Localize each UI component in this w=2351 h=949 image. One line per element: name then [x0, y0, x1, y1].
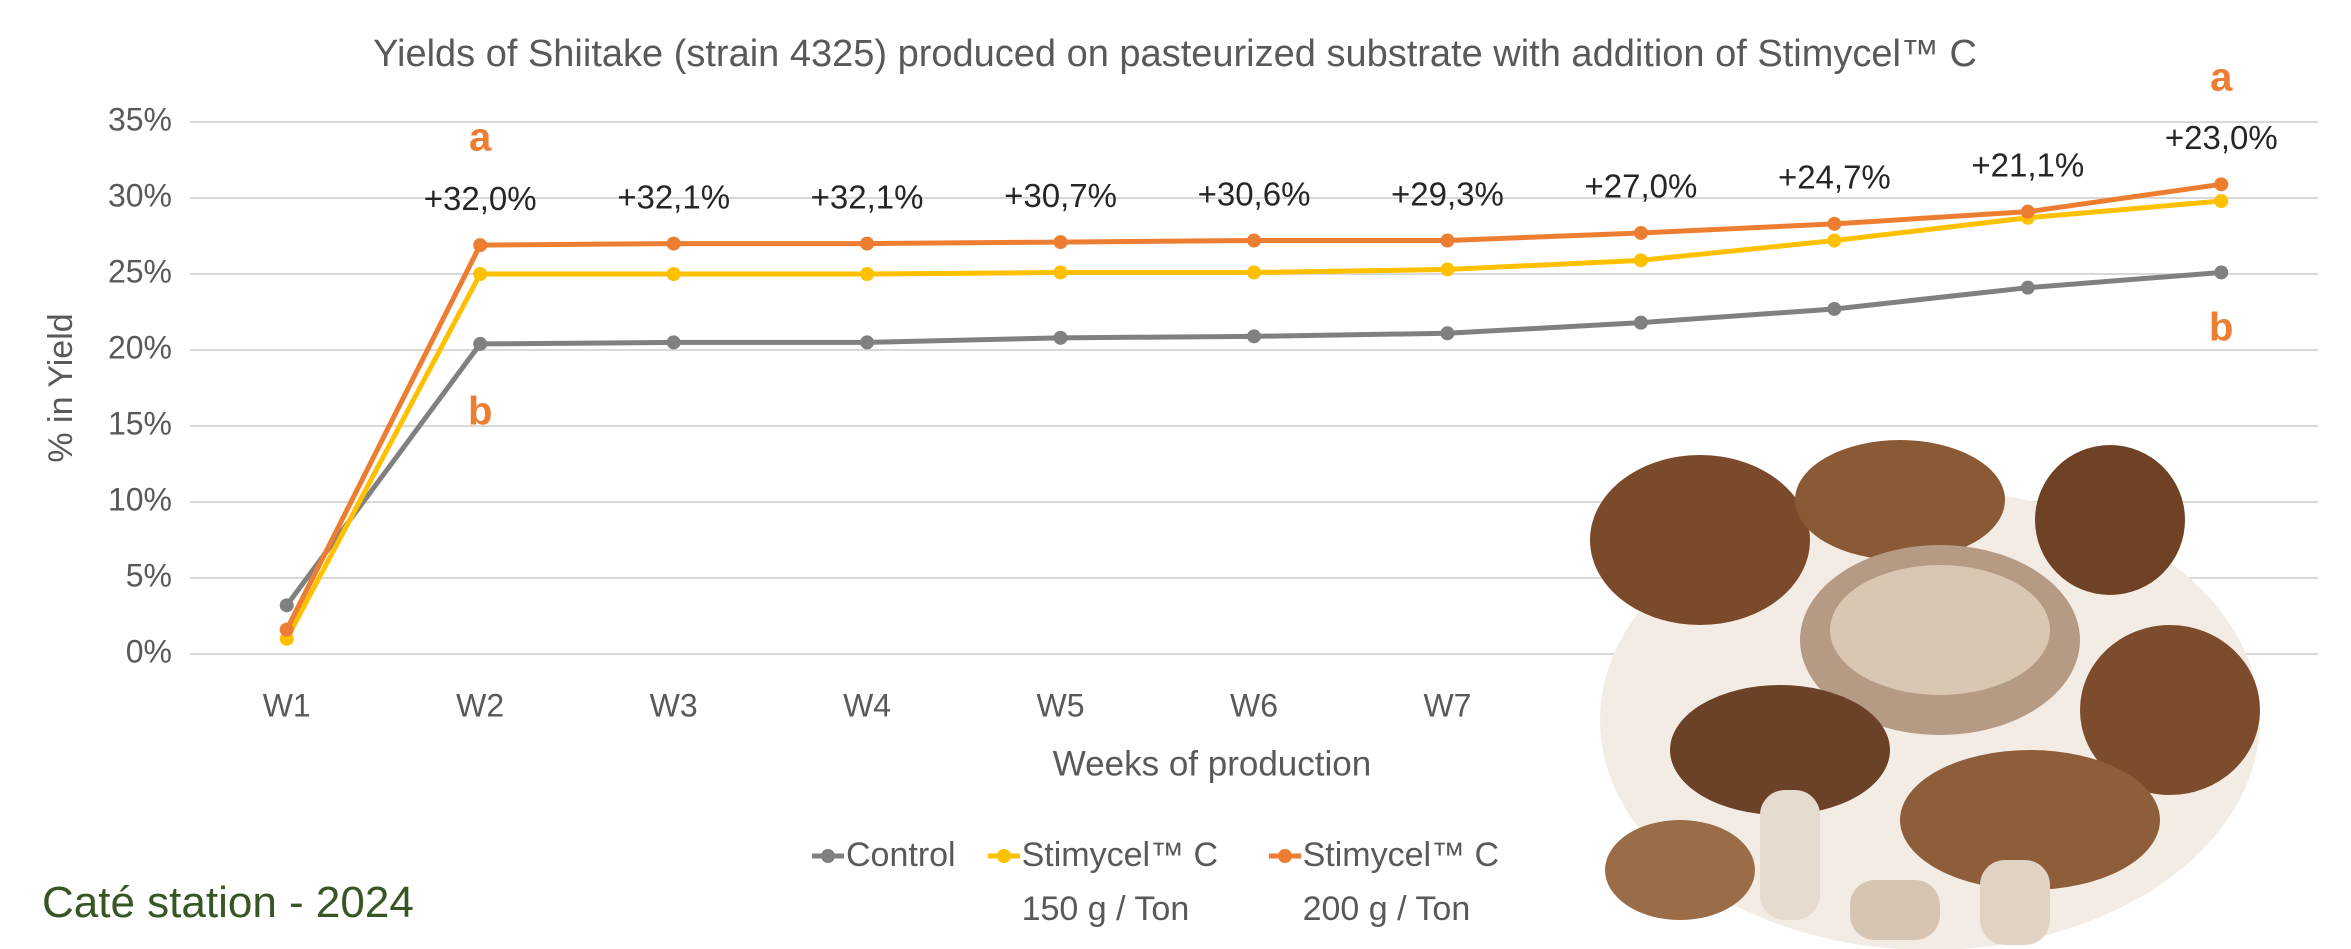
- x-tick-label: W2: [456, 687, 504, 723]
- point: [1247, 233, 1261, 248]
- point: [473, 267, 488, 281]
- annotation: +24,7%: [1778, 159, 1891, 196]
- point: [1633, 253, 1648, 268]
- chart-title: Yields of Shiitake (strain 4325) produce…: [373, 33, 1977, 75]
- legend-dot: [821, 849, 835, 863]
- point: [1053, 265, 1068, 280]
- x-tick-label: W1: [263, 687, 311, 723]
- point: [860, 335, 875, 350]
- point: [2020, 204, 2035, 219]
- annotation: +32,1%: [811, 178, 924, 215]
- point: [1633, 315, 1648, 330]
- point: [473, 336, 488, 351]
- legend-item: Control: [810, 828, 956, 936]
- legend-dot: [996, 849, 1011, 863]
- x-tick-label: W6: [1230, 687, 1278, 723]
- point: [1247, 329, 1261, 344]
- point: [2214, 177, 2229, 192]
- point: [1053, 330, 1068, 345]
- legend-label: Stimycel™ C 200 g / Ton: [1302, 836, 1500, 928]
- point: [1440, 233, 1455, 248]
- y-axis-title: % in Yield: [42, 313, 80, 462]
- point: [279, 622, 294, 637]
- y-tick-label: 15%: [108, 405, 172, 441]
- significance-letter: a: [469, 116, 492, 160]
- legend-marker: [987, 849, 1020, 863]
- x-tick-label: W3: [650, 687, 698, 723]
- point: [666, 335, 681, 350]
- annotation: +30,6%: [1198, 175, 1311, 212]
- x-tick-label: W4: [843, 687, 891, 723]
- point: [2020, 280, 2035, 295]
- point: [860, 267, 875, 281]
- point: [1633, 225, 1648, 240]
- point: [1827, 216, 1842, 231]
- point: [666, 236, 681, 251]
- y-tick-label: 25%: [108, 253, 172, 289]
- legend-item: Stimycel™ C 150 g / Ton: [986, 828, 1237, 936]
- y-tick-label: 0%: [126, 633, 172, 669]
- point: [473, 238, 488, 253]
- significance-letter: a: [2210, 56, 2233, 100]
- point: [2214, 194, 2229, 209]
- y-tick-label: 10%: [108, 481, 172, 517]
- legend-label: Stimycel™ C 150 g / Ton: [1021, 836, 1219, 928]
- footer: Caté station - 2024: [42, 878, 414, 927]
- annotation: +23,0%: [2165, 119, 2278, 156]
- x-tick-label: W5: [1037, 687, 1085, 723]
- significance-letter: b: [468, 390, 492, 434]
- annotation: +27,0%: [1584, 168, 1697, 205]
- significance-letter: b: [2209, 306, 2233, 350]
- legend-marker: [1268, 849, 1301, 863]
- point: [279, 598, 294, 613]
- y-tick-label: 5%: [126, 557, 172, 593]
- mushroom-photo: [1590, 440, 2260, 949]
- point: [666, 267, 681, 281]
- point: [1247, 265, 1261, 280]
- point: [1827, 233, 1842, 248]
- point: [1827, 301, 1842, 316]
- legend: Control Stimycel™ C 150 g / Ton Stimycel™ …: [810, 828, 1518, 936]
- point: [1053, 235, 1068, 250]
- x-tick-label: W7: [1423, 687, 1471, 723]
- legend-item: Stimycel™ C 200 g / Ton: [1267, 828, 1518, 936]
- annotation: +32,0%: [424, 180, 537, 217]
- annotation: +29,3%: [1391, 175, 1504, 212]
- point: [860, 236, 875, 251]
- legend-marker: [812, 849, 844, 863]
- legend-dot: [1277, 849, 1292, 863]
- y-tick-label: 35%: [108, 101, 172, 137]
- x-axis-title: Weeks of production: [1053, 744, 1371, 783]
- point: [1440, 262, 1455, 277]
- annotation: +32,1%: [617, 178, 730, 215]
- point: [1440, 326, 1455, 341]
- legend-label: Control: [846, 836, 956, 874]
- y-tick-label: 30%: [108, 177, 172, 213]
- annotation: +30,7%: [1004, 177, 1117, 214]
- annotation: +21,1%: [1971, 146, 2084, 183]
- y-tick-label: 20%: [108, 329, 172, 365]
- point: [2214, 265, 2229, 280]
